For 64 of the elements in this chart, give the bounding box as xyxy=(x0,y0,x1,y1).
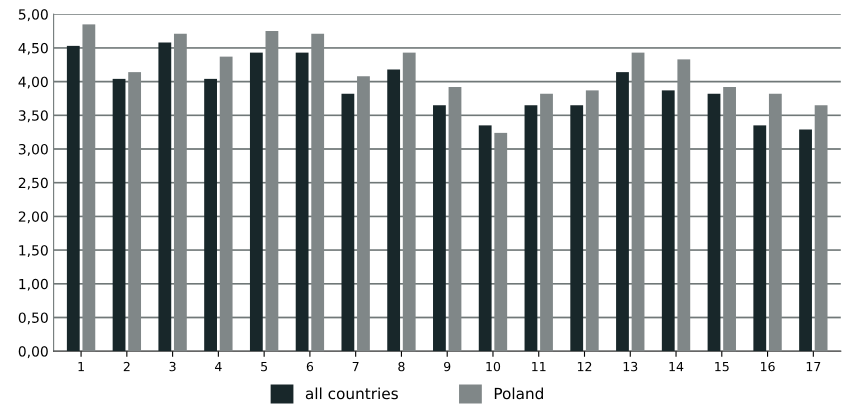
bar xyxy=(357,76,370,352)
y-tick-label: 1,50 xyxy=(19,245,48,257)
y-tick-label: 3,00 xyxy=(18,144,48,156)
x-tick-label: 1 xyxy=(78,362,84,372)
x-tick-label: 6 xyxy=(306,362,314,372)
bar xyxy=(662,90,675,352)
bar xyxy=(524,105,538,352)
x-tick-label: 16 xyxy=(760,362,775,372)
bar xyxy=(387,69,400,352)
y-tick-label: 0,50 xyxy=(18,312,48,324)
x-tick-label: 11 xyxy=(532,362,546,372)
bar xyxy=(220,56,233,352)
x-tick-label: 13 xyxy=(624,362,638,372)
bar xyxy=(112,78,126,352)
bar xyxy=(478,125,492,352)
y-tick-label: 4,00 xyxy=(18,76,48,88)
legend-label: all countries xyxy=(306,387,398,400)
y-tick-label: 0,00 xyxy=(18,346,48,358)
x-tick-label: 5 xyxy=(261,362,268,372)
x-tick-label: 8 xyxy=(398,362,405,372)
bar xyxy=(266,31,278,352)
x-tick-label: 4 xyxy=(215,362,222,372)
bar xyxy=(616,72,629,352)
bar xyxy=(708,94,720,352)
x-tick-label: 14 xyxy=(669,362,684,372)
x-tick-label: 3 xyxy=(170,362,176,372)
y-tick-label: 3,50 xyxy=(18,110,48,122)
x-tick-label: 15 xyxy=(715,362,729,372)
bar xyxy=(433,105,446,352)
bar xyxy=(128,72,142,352)
x-tick-label: 12 xyxy=(578,362,592,372)
x-tick-label: 2 xyxy=(124,362,130,372)
legend-label: Poland xyxy=(494,387,543,400)
bar xyxy=(753,125,766,352)
y-tick-label: 2,50 xyxy=(18,178,48,190)
bar xyxy=(768,94,782,352)
x-tick-label: 17 xyxy=(806,362,820,372)
bar xyxy=(250,52,263,352)
bar xyxy=(570,105,584,352)
bar xyxy=(586,90,599,352)
x-tick-label: 10 xyxy=(486,362,500,372)
bar xyxy=(66,46,80,352)
bar xyxy=(448,87,462,352)
bar xyxy=(311,34,324,352)
bar xyxy=(82,24,96,352)
bar xyxy=(296,52,309,352)
bar xyxy=(799,129,812,352)
bar xyxy=(158,42,172,352)
bar xyxy=(540,94,553,352)
bar xyxy=(814,105,828,352)
y-tick-label: 5,00 xyxy=(18,9,48,22)
y-tick-label: 4,50 xyxy=(18,42,48,55)
y-tick-label: 1,00 xyxy=(19,278,48,291)
x-tick-label: 9 xyxy=(444,362,450,372)
bar xyxy=(402,52,416,352)
y-tick-label: 2,00 xyxy=(18,211,48,224)
bar xyxy=(174,34,187,352)
bar xyxy=(494,132,508,352)
bar xyxy=(677,59,690,352)
bar xyxy=(204,78,217,352)
bar xyxy=(723,87,736,352)
bar xyxy=(632,52,644,352)
bar xyxy=(341,94,354,352)
x-tick-label: 7 xyxy=(352,362,359,372)
